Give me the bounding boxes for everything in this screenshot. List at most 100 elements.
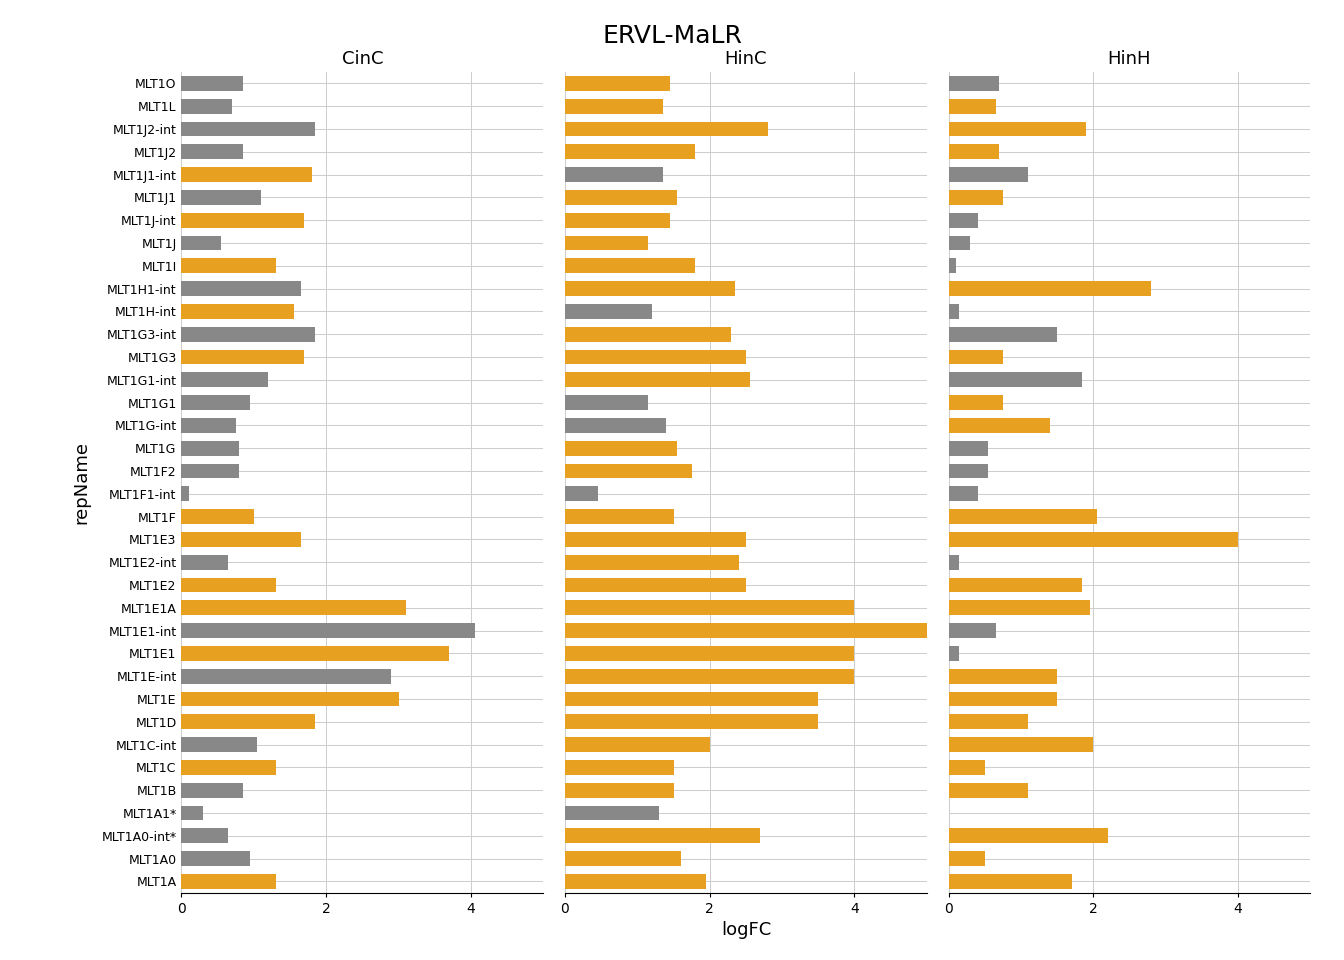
Bar (564, 852, 681, 866)
Bar (564, 190, 677, 204)
Bar (181, 805, 203, 821)
Bar (181, 874, 276, 889)
Bar (949, 213, 977, 228)
Title: HinC: HinC (724, 50, 767, 67)
Bar (181, 99, 233, 113)
Y-axis label: repName: repName (73, 441, 90, 524)
Bar (181, 646, 449, 660)
Bar (949, 714, 1028, 730)
Bar (949, 396, 1003, 410)
Bar (949, 874, 1071, 889)
Bar (949, 509, 1097, 524)
Bar (181, 418, 235, 433)
Bar (564, 258, 695, 274)
Text: ERVL-MaLR: ERVL-MaLR (602, 24, 742, 48)
Bar (564, 281, 735, 296)
Bar (181, 852, 250, 866)
Bar (564, 372, 750, 387)
Bar (564, 418, 667, 433)
Bar (564, 760, 673, 775)
Bar (949, 99, 996, 113)
Bar (564, 691, 818, 707)
Bar (181, 714, 316, 730)
Bar (564, 737, 710, 752)
Bar (181, 213, 305, 228)
Bar (564, 828, 761, 843)
Bar (949, 349, 1003, 365)
Bar (181, 600, 406, 615)
Bar (564, 669, 855, 684)
Bar (564, 714, 818, 730)
Bar (564, 304, 652, 319)
Bar (949, 600, 1090, 615)
Bar (181, 578, 276, 592)
Title: CinC: CinC (341, 50, 383, 67)
Bar (181, 372, 269, 387)
Bar (564, 555, 739, 569)
Bar (949, 418, 1050, 433)
Bar (564, 326, 731, 342)
Bar (181, 623, 474, 638)
Bar (181, 167, 312, 182)
Bar (181, 122, 316, 136)
Bar (949, 258, 956, 274)
Bar (564, 487, 598, 501)
Bar (564, 623, 927, 638)
Bar (949, 167, 1028, 182)
Bar (181, 190, 261, 204)
Bar (564, 600, 855, 615)
Bar (181, 828, 228, 843)
Bar (564, 167, 663, 182)
Bar (564, 99, 663, 113)
Bar (949, 372, 1082, 387)
Bar (949, 828, 1107, 843)
Bar (949, 304, 960, 319)
Bar (949, 487, 977, 501)
Bar (949, 122, 1086, 136)
Bar (949, 190, 1003, 204)
Bar (181, 304, 293, 319)
Bar (181, 326, 316, 342)
Bar (564, 874, 706, 889)
Bar (949, 144, 999, 159)
Bar (181, 782, 243, 798)
Bar (949, 326, 1058, 342)
Bar (564, 509, 673, 524)
Bar (181, 281, 301, 296)
Bar (949, 532, 1238, 547)
Bar (181, 76, 243, 91)
Bar (949, 782, 1028, 798)
Bar (181, 509, 254, 524)
Bar (181, 691, 399, 707)
Bar (564, 396, 648, 410)
Bar (564, 122, 767, 136)
Title: HinH: HinH (1107, 50, 1152, 67)
Bar (181, 760, 276, 775)
Bar (181, 555, 228, 569)
Bar (949, 555, 960, 569)
Bar (949, 623, 996, 638)
Bar (949, 235, 970, 251)
Bar (949, 691, 1058, 707)
Bar (949, 281, 1152, 296)
Bar (564, 144, 695, 159)
Bar (181, 532, 301, 547)
Bar (564, 213, 669, 228)
Bar (181, 235, 222, 251)
Bar (564, 805, 659, 821)
Bar (564, 76, 669, 91)
Bar (949, 760, 985, 775)
Bar (181, 669, 391, 684)
Bar (949, 646, 960, 660)
Bar (181, 737, 258, 752)
Bar (181, 441, 239, 456)
Bar (564, 235, 648, 251)
Bar (564, 578, 746, 592)
Bar (564, 464, 692, 478)
Bar (564, 782, 673, 798)
Bar (564, 532, 746, 547)
Bar (949, 578, 1082, 592)
Bar (949, 441, 988, 456)
Bar (181, 396, 250, 410)
Bar (181, 487, 188, 501)
